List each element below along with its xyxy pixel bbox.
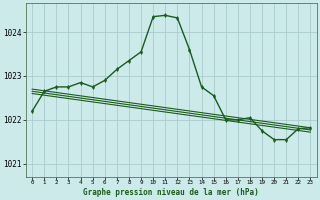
X-axis label: Graphe pression niveau de la mer (hPa): Graphe pression niveau de la mer (hPa) xyxy=(84,188,259,197)
